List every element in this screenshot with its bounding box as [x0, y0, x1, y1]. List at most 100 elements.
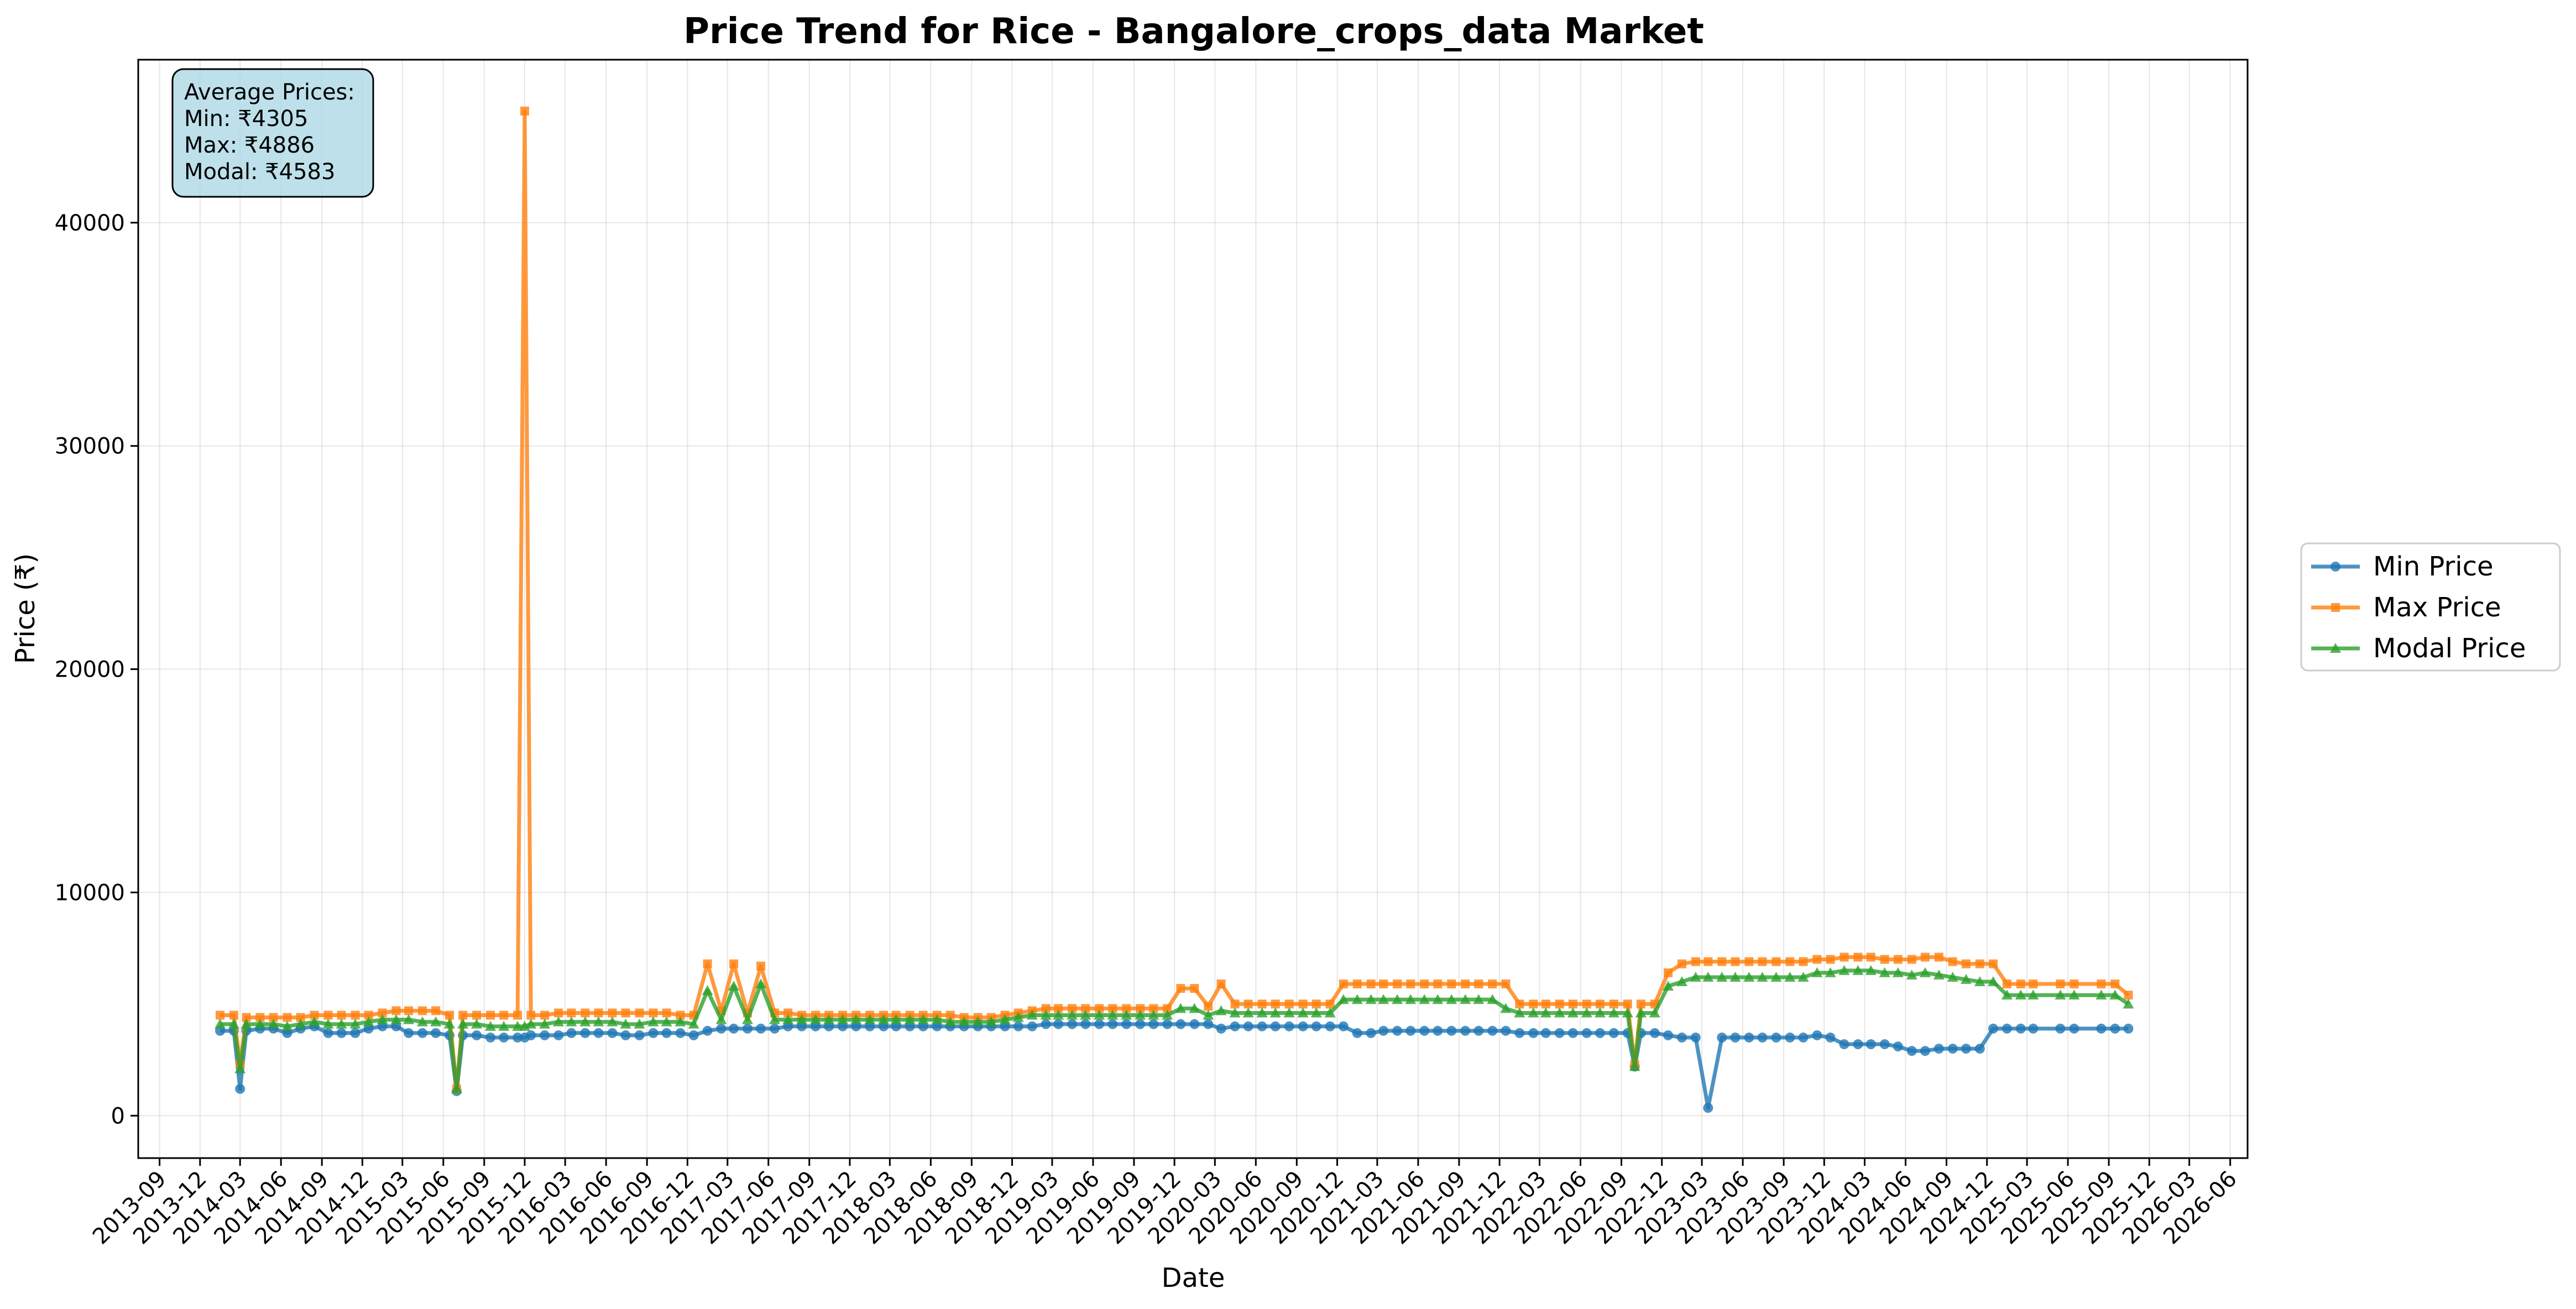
min-price-point	[1135, 1019, 1146, 1029]
modal-price-point	[864, 1014, 876, 1024]
min-price-point	[1744, 1032, 1754, 1043]
min-price-point	[1595, 1028, 1605, 1038]
min-price-point	[1041, 1019, 1051, 1029]
max-price-point	[458, 1010, 468, 1020]
modal-price-point	[958, 1016, 970, 1027]
max-price-point	[1907, 955, 1916, 964]
max-price-point	[1785, 957, 1795, 966]
max-price-point	[621, 1008, 630, 1018]
max-price-point	[1893, 955, 1903, 964]
min-price-point	[1080, 1019, 1091, 1029]
modal-price-point	[525, 1018, 537, 1029]
min-price-point	[1392, 1025, 1403, 1036]
min-price-point	[1717, 1032, 1727, 1043]
max-price-point	[351, 1010, 360, 1020]
max-price-point	[1420, 979, 1429, 988]
min-price-point	[1419, 1025, 1430, 1036]
modal-price-point	[1203, 1009, 1214, 1020]
max-price-point	[783, 1008, 793, 1018]
modal-price-point	[363, 1016, 374, 1027]
modal-price-point	[254, 1018, 266, 1029]
min-price-point	[235, 1083, 245, 1094]
max-price-point	[1623, 999, 1632, 1009]
series-layer	[214, 106, 2134, 1113]
min-price-point	[431, 1028, 441, 1038]
min-price-point	[472, 1030, 482, 1040]
max-price-point	[1812, 955, 1822, 964]
max-price-point	[662, 1008, 671, 1018]
min-price-point	[1067, 1019, 1078, 1029]
max-price-point	[1866, 952, 1875, 962]
max-price-point	[391, 1006, 401, 1015]
modal-price-point	[1175, 1003, 1187, 1013]
average-max-price: Max: ₹4886	[184, 133, 315, 158]
modal-price-point	[1405, 994, 1417, 1004]
max-price-point	[554, 1008, 563, 1018]
min-price-point	[716, 1023, 727, 1034]
min-price-point	[1866, 1039, 1876, 1050]
modal-price-point	[1419, 994, 1430, 1004]
modal-price-point	[1892, 967, 1904, 977]
min-price-point	[1298, 1021, 1308, 1032]
max-price-point	[1325, 999, 1335, 1009]
modal-price-point	[1080, 1009, 1091, 1020]
modal-price-series	[214, 965, 2134, 1093]
max-price-point	[417, 1006, 427, 1015]
modal-price-point	[1310, 1007, 1322, 1018]
max-price-point	[1975, 959, 1984, 968]
max-price-point	[1529, 999, 1538, 1009]
max-price-point	[1095, 1004, 1104, 1013]
min-price-point	[323, 1028, 333, 1038]
modal-price-point	[1053, 1009, 1064, 1020]
min-price-point	[2123, 1023, 2134, 1034]
modal-price-point	[1107, 1009, 1119, 1020]
max-price-point	[1243, 999, 1253, 1009]
min-price-point	[1798, 1032, 1809, 1043]
modal-price-point	[769, 1014, 781, 1024]
min-price-point	[1825, 1032, 1836, 1043]
max-price-point	[1474, 979, 1483, 988]
modal-price-point	[661, 1016, 672, 1027]
min-price-point	[1446, 1025, 1457, 1036]
modal-price-point	[430, 1016, 442, 1027]
modal-price-point	[1974, 976, 1985, 986]
min-price-point	[1216, 1023, 1226, 1034]
max-price-point	[1555, 999, 1564, 1009]
min-price-point	[1934, 1044, 1944, 1054]
modal-price-point	[1026, 1009, 1038, 1020]
max-price-point	[486, 1010, 495, 1020]
min-price-point	[526, 1030, 536, 1040]
max-price-point	[1041, 1004, 1051, 1013]
min-price-point	[1676, 1032, 1687, 1043]
max-price-point	[1934, 952, 1943, 962]
min-price-point	[1460, 1025, 1471, 1036]
modal-price-point	[241, 1018, 252, 1029]
min-price-point	[1053, 1019, 1064, 1029]
max-price-point	[1636, 999, 1645, 1009]
modal-price-point	[823, 1014, 835, 1024]
max-price-point	[649, 1008, 658, 1018]
min-price-point	[2002, 1023, 2012, 1034]
max-price-point	[1081, 1004, 1090, 1013]
modal-price-point	[1242, 1007, 1254, 1018]
modal-price-point	[755, 978, 767, 988]
modal-price-point	[1094, 1009, 1105, 1020]
min-price-point	[634, 1030, 645, 1040]
modal-price-point	[1121, 1009, 1132, 1020]
modal-price-point	[1798, 971, 1809, 982]
min-price-point	[1528, 1028, 1539, 1038]
min-price-point	[1663, 1030, 1673, 1040]
max-price-point	[2016, 979, 2025, 988]
modal-price-point	[485, 1020, 497, 1031]
max-price-point	[1988, 959, 1998, 968]
modal-price-point	[782, 1014, 794, 1024]
max-price-point	[404, 1006, 414, 1015]
min-price-point	[1107, 1019, 1118, 1029]
modal-price-point	[416, 1016, 428, 1027]
modal-price-point	[403, 1014, 415, 1024]
min-price-point	[1487, 1025, 1498, 1036]
modal-price-point	[1392, 994, 1403, 1004]
modal-price-point	[796, 1014, 808, 1024]
max-price-point	[1961, 959, 1971, 968]
min-price-point	[1690, 1032, 1701, 1043]
